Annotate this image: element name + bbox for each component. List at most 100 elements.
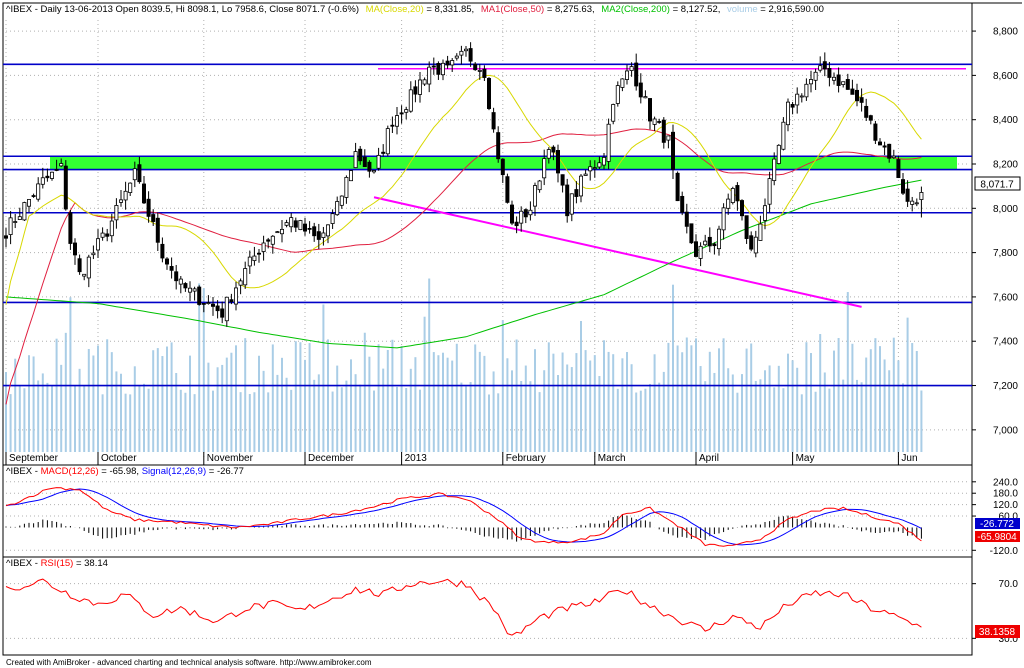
volume-bar [584, 350, 587, 452]
volume-bar [810, 353, 812, 452]
volume-bar [239, 392, 242, 452]
volume-bar [561, 352, 564, 452]
candle-body [4, 235, 9, 239]
candle-body [132, 168, 137, 181]
macd-last-label: -26.772 [980, 519, 1014, 530]
candle-body [560, 174, 565, 186]
candle-body [22, 202, 27, 221]
candle-body [247, 256, 252, 267]
rsi-last-box [975, 625, 1020, 638]
last-price-box [974, 176, 1021, 191]
candle-body [45, 175, 50, 179]
candle-body [753, 236, 758, 254]
volume-bar [662, 371, 665, 452]
volume-bar [267, 392, 270, 452]
macd-label: MACD(12,26) [41, 466, 99, 477]
candle-body [758, 223, 763, 241]
candle-body [832, 76, 837, 81]
volume-bar [432, 352, 435, 452]
candle-body [542, 158, 547, 179]
candle-body [878, 141, 883, 146]
candle-body [519, 210, 524, 224]
volume-bar [543, 370, 546, 452]
candle-body [910, 200, 915, 205]
candle-body [164, 258, 169, 265]
volume-bar [248, 393, 251, 452]
rsi-line [5, 578, 922, 636]
candle-body [367, 161, 372, 172]
candle-body [86, 256, 91, 279]
volume-bar [428, 278, 431, 452]
candle-body [298, 220, 303, 231]
candle-body [408, 89, 413, 112]
candle-body [592, 167, 597, 170]
candle-body [353, 151, 358, 169]
candle-body [174, 271, 179, 282]
candle-body [68, 212, 73, 244]
volume-bar [851, 343, 854, 452]
candle-body [491, 112, 496, 130]
candle-body [335, 201, 340, 216]
candle-body [302, 223, 307, 232]
candle-body [63, 165, 68, 210]
date-tick-label: March [598, 453, 626, 464]
volume-bar [455, 343, 458, 452]
candle-body [128, 182, 133, 193]
price-axis: 8,800 8,600 8,400 8,200 8,000 7,800 7,600 7,400… [972, 27, 1018, 436]
volume-bar [331, 391, 334, 452]
candle-body [845, 79, 850, 90]
rsi-tick-label: 70.0 [999, 579, 1019, 590]
candle-body [597, 162, 602, 168]
candle-body [390, 124, 395, 127]
volume-bar [621, 358, 624, 452]
candle-body [473, 63, 478, 71]
volume-label: volume [727, 4, 758, 15]
candle-body [215, 305, 220, 312]
candle-body [201, 302, 206, 305]
volume-bar [32, 356, 35, 452]
volume-bar [515, 339, 518, 452]
candle-body [229, 299, 234, 303]
candle-body [887, 143, 892, 159]
candle-body [749, 235, 754, 250]
candle-body [583, 173, 588, 176]
volume-bar [547, 342, 550, 452]
candle-body [468, 48, 473, 62]
candle-body [279, 228, 284, 235]
volume-bar [589, 360, 592, 452]
volume-bar [285, 377, 288, 452]
candle-body [744, 215, 749, 239]
candle-body [431, 65, 436, 68]
date-tick-label: December [308, 453, 355, 464]
volume-bar [253, 392, 256, 452]
volume-bar [465, 386, 467, 452]
volume-bar [745, 348, 748, 452]
candle-body [26, 199, 31, 207]
candle-body [772, 158, 777, 182]
candle-body [183, 283, 188, 289]
macd-tick-label: 180.0 [993, 489, 1018, 500]
candle-body [914, 202, 919, 205]
volume-bar [888, 370, 891, 452]
volume-bar [152, 350, 155, 452]
date-tick-label: 2013 [405, 453, 428, 464]
volume-bar [658, 382, 661, 452]
price-tick-label: 8,800 [993, 27, 1018, 38]
volume-bar [55, 338, 58, 452]
volume-bar [69, 297, 72, 452]
volume-bar [9, 394, 12, 452]
volume-bar [97, 345, 99, 452]
volume-bar [897, 360, 900, 452]
candle-body [763, 205, 768, 221]
price-tick-label: 7,400 [993, 337, 1018, 348]
candle-body [109, 220, 114, 237]
macd-tick-label: 60.0 [999, 512, 1019, 523]
candle-body [330, 213, 335, 224]
volume-bar [856, 379, 858, 452]
candle-body [827, 68, 832, 78]
volume-bar [920, 390, 923, 452]
candle-body [151, 214, 156, 222]
macd-header: ^IBEX - MACD(12,26) = -65.98, Signal(12,… [6, 466, 244, 477]
candle-body [868, 115, 873, 121]
volume-bar [189, 355, 191, 452]
